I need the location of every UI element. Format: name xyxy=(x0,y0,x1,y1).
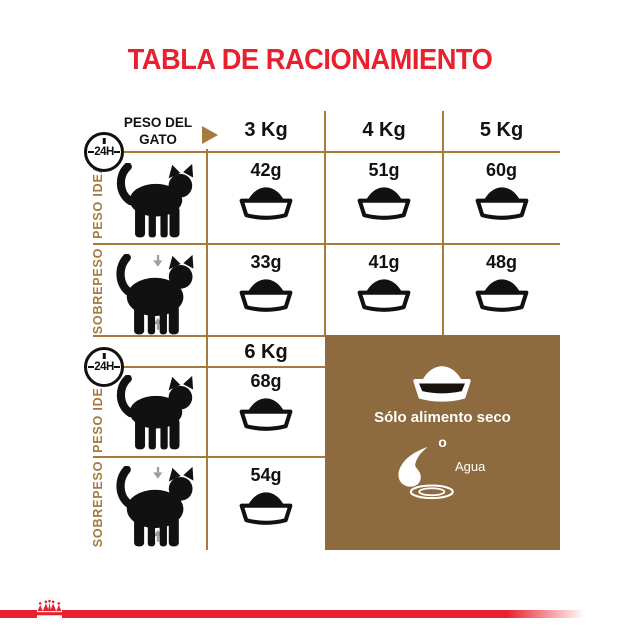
grid-line xyxy=(93,243,560,245)
ration-value: 51g xyxy=(368,160,400,180)
cat-ideal-icon xyxy=(108,163,202,241)
ration-cell: 33g xyxy=(207,252,325,317)
ration-value: 54g xyxy=(250,465,282,485)
cat-weight-header: PESO DEL GATO xyxy=(123,115,193,147)
ration-cell: 51g xyxy=(325,160,443,225)
footer-red-band xyxy=(62,610,585,618)
cat-ideal-icon xyxy=(108,375,202,453)
ration-value: 60g xyxy=(485,160,518,180)
ration-value: 68g xyxy=(250,371,282,391)
clock-24h-icon: 24H xyxy=(84,132,124,172)
ration-value: 48g xyxy=(485,252,518,272)
column-header-6kg: 6 Kg xyxy=(244,341,288,363)
row-label-overweight: SOBREPESO xyxy=(91,460,105,548)
ration-cell: 41g xyxy=(325,252,443,317)
clock-dash xyxy=(88,365,94,369)
royal-canin-crown-icon xyxy=(35,599,64,616)
food-bowl-icon xyxy=(237,397,295,431)
clock-dash xyxy=(114,365,120,369)
dry-food-label: Sólo alimento seco xyxy=(374,409,511,426)
food-bowl-icon xyxy=(237,491,295,525)
food-bowl-icon xyxy=(237,278,295,312)
food-bowl-icon xyxy=(355,278,413,312)
water-splash-icon xyxy=(380,445,464,505)
ration-cell: 60g xyxy=(443,160,560,225)
food-bowl-white-icon xyxy=(410,365,474,402)
food-bowl-icon xyxy=(237,186,295,220)
ration-value: 42g xyxy=(250,160,282,180)
clock-dash xyxy=(114,150,120,154)
ration-cell: 42g xyxy=(207,160,325,225)
clock-24h-icon: 24H xyxy=(84,347,124,387)
food-bowl-icon xyxy=(473,278,531,312)
separator-label: o xyxy=(438,434,447,450)
grid-line xyxy=(324,111,326,337)
food-bowl-icon xyxy=(473,186,531,220)
footer-red-band xyxy=(0,610,37,618)
grid-line xyxy=(206,149,208,550)
clock-dash xyxy=(88,150,94,154)
water-label: Agua xyxy=(455,459,486,474)
column-header-3kg: 3 Kg xyxy=(244,119,288,141)
clock-label: 24H xyxy=(94,146,114,158)
clock-tick xyxy=(102,138,106,144)
ration-value: 33g xyxy=(250,252,282,272)
clock-tick xyxy=(102,353,106,359)
row-label-overweight: SOBREPESO xyxy=(91,247,105,335)
grid-line xyxy=(93,456,325,458)
grid-line xyxy=(84,366,325,368)
arrow-right-icon xyxy=(202,126,218,144)
ration-cell: 48g xyxy=(443,252,560,317)
grid-line xyxy=(84,151,560,153)
feeding-info-panel: Sólo alimento seco o Agua xyxy=(325,335,560,550)
cat-overweight-icon xyxy=(110,254,202,338)
food-bowl-icon xyxy=(355,186,413,220)
cat-overweight-icon xyxy=(110,466,202,550)
ration-cell: 54g xyxy=(207,465,325,530)
page-title: TABLA DE RACIONAMIENTO xyxy=(127,44,493,76)
column-header-4kg: 4 Kg xyxy=(362,119,406,141)
ration-value: 41g xyxy=(368,252,400,272)
clock-label: 24H xyxy=(94,361,114,373)
grid-line xyxy=(93,335,325,337)
grid-line xyxy=(442,111,444,337)
column-header-5kg: 5 Kg xyxy=(479,119,524,141)
ration-cell: 68g xyxy=(207,371,325,436)
